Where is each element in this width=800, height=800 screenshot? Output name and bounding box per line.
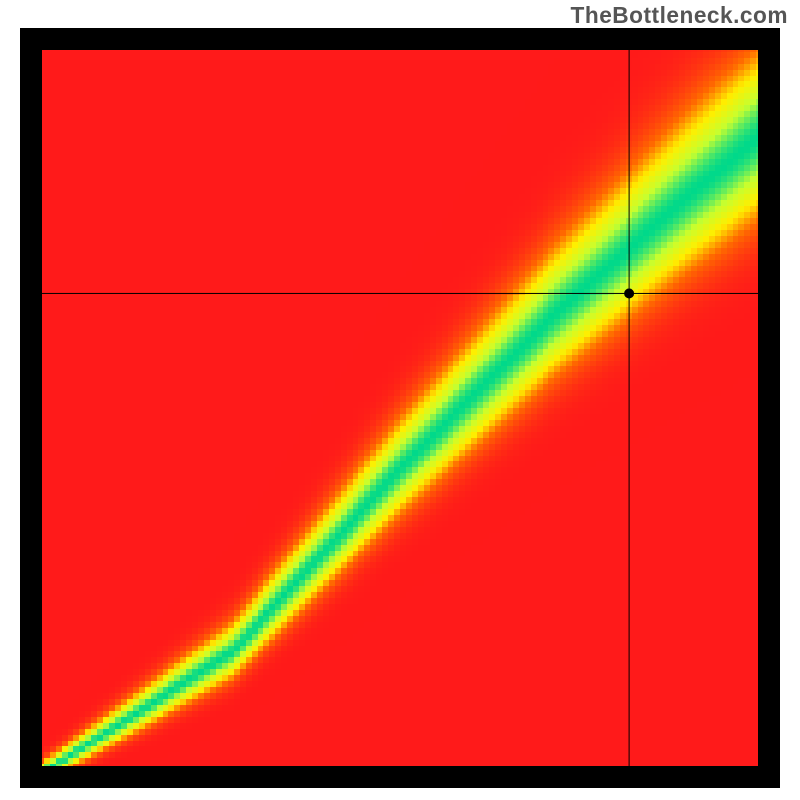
heatmap-plot	[20, 28, 780, 788]
image-frame: TheBottleneck.com	[0, 0, 800, 800]
heatmap-canvas	[20, 28, 780, 788]
watermark-text: TheBottleneck.com	[571, 2, 788, 29]
